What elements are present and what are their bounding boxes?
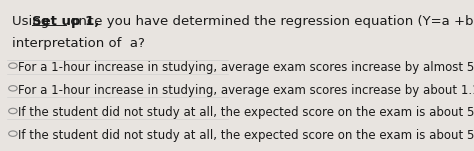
Text: once you have determined the regression equation (Y=a +bX), what is the: once you have determined the regression … (65, 15, 474, 28)
Text: If the student did not study at all, the expected score on the exam is about 52: If the student did not study at all, the… (18, 129, 474, 142)
Text: Set up 1,: Set up 1, (32, 15, 100, 28)
Text: For a 1-hour increase in studying, average exam scores increase by almost 5 poin: For a 1-hour increase in studying, avera… (18, 61, 474, 74)
Text: If the student did not study at all, the expected score on the exam is about 50: If the student did not study at all, the… (18, 106, 474, 119)
Text: interpretation of  a?: interpretation of a? (12, 37, 145, 50)
Text: Using: Using (12, 15, 53, 28)
Text: For a 1-hour increase in studying, average exam scores increase by about 1.1 poi: For a 1-hour increase in studying, avera… (18, 84, 474, 97)
